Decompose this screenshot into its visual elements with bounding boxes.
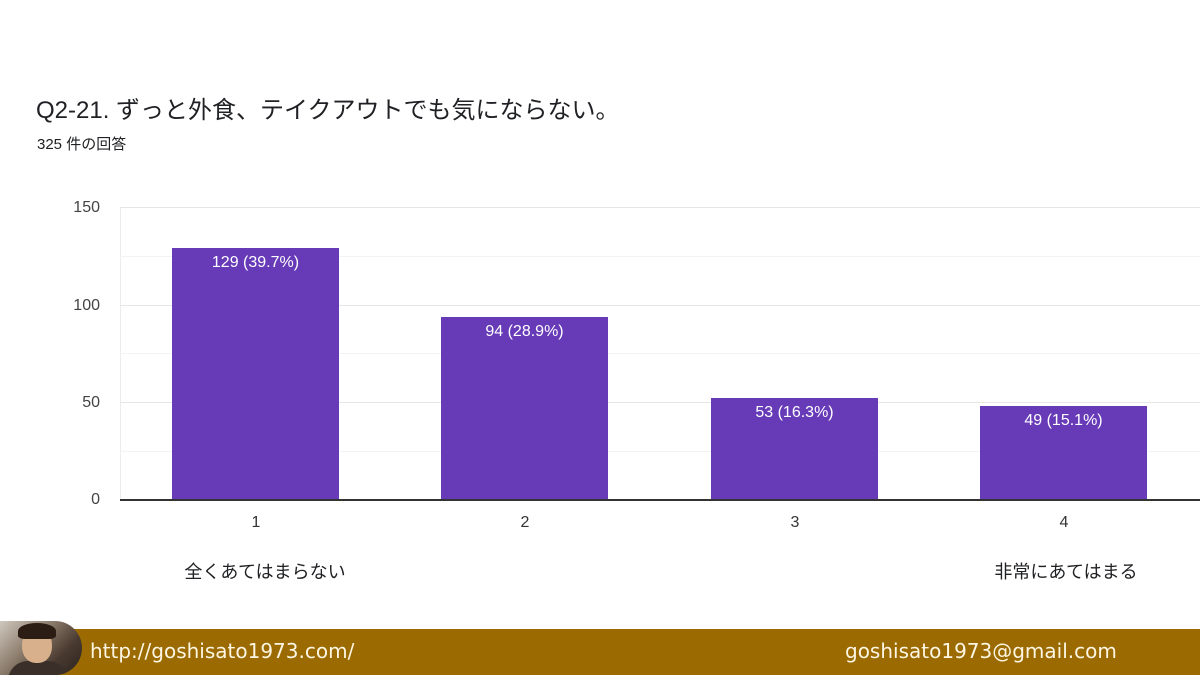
bar-value-label: 129 (39.7%) [211, 254, 300, 271]
bar-1: 129 (39.7%) [172, 248, 339, 500]
gridline-125 [120, 256, 1200, 257]
y-tick-label: 0 [91, 491, 100, 508]
avatar-body [8, 661, 68, 675]
bar-2: 94 (28.9%) [441, 317, 608, 500]
bar-value-label: 49 (15.1%) [1024, 412, 1103, 429]
y-tick-label: 150 [73, 199, 100, 216]
y-tick-label: 50 [82, 394, 100, 411]
x-tick-label: 4 [1059, 514, 1069, 531]
bar-4: 49 (15.1%) [980, 406, 1147, 500]
footer-email-link[interactable]: goshisato1973@gmail.com [845, 639, 1117, 663]
footer-bar: http://goshisato1973.com/ goshisato1973@… [0, 629, 1200, 675]
footer-url-link[interactable]: http://goshisato1973.com/ [90, 639, 355, 663]
page-title: Q2-21. ずっと外食、テイクアウトでも気にならない。 [36, 97, 620, 124]
x-tick-label: 1 [251, 514, 261, 531]
bar-value-label: 53 (16.3%) [755, 404, 834, 421]
x-tick-label: 3 [790, 514, 800, 531]
y-tick-label: 100 [73, 297, 100, 314]
gridline-50 [120, 402, 1200, 403]
scale-label-high: 非常にあてはまる [994, 562, 1138, 582]
avatar [0, 621, 82, 675]
response-count: 325 件の回答 [37, 136, 127, 153]
bar-value-label: 94 (28.9%) [485, 323, 564, 340]
gridline-75 [120, 353, 1200, 354]
gridline-25 [120, 451, 1200, 452]
bar-3: 53 (16.3%) [711, 398, 878, 500]
gridline-150 [120, 207, 1200, 208]
scale-label-low: 全くあてはまらない [184, 562, 346, 582]
x-tick-label: 2 [520, 514, 530, 531]
bar-chart: 150 100 50 0 129 (39.7%) 94 (28.9%) 53 (… [73, 199, 1200, 582]
avatar-hair [18, 623, 56, 639]
gridline-100 [120, 305, 1200, 306]
x-axis-line [120, 499, 1200, 501]
